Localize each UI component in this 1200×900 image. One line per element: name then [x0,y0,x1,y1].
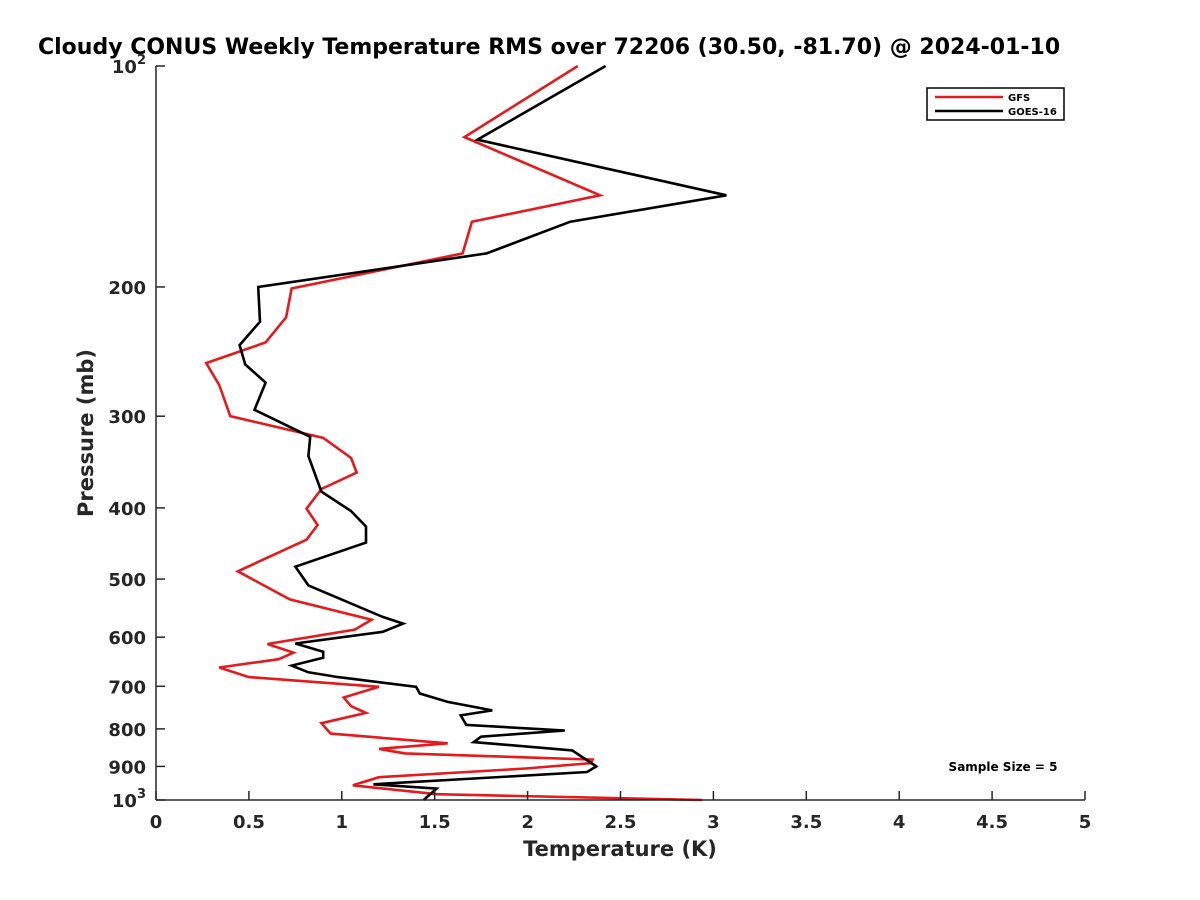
legend-box [926,87,1065,121]
series-line-gfs [204,64,703,802]
x-tick-label: 2 [521,812,534,833]
x-tick-label: 5 [1079,812,1092,833]
series-layer [204,64,727,802]
x-tick-label: 0 [150,812,163,833]
x-tick-label: 1.5 [419,812,451,833]
legend-label: GFS [1008,93,1030,104]
y-tick-label: 103 [112,787,146,812]
sample-size-annotation: Sample Size = 5 [949,760,1058,774]
y-tick-label: 900 [108,757,146,778]
y-tick-label: 700 [108,677,146,698]
y-tick-label: 800 [108,720,146,741]
x-axis-label: Temperature (K) [523,837,717,861]
axes-layer: 0 0.5 1 1.5 2 2.5 3 3.5 4 4.5 5 102 200 300 400 500 600 7… [108,53,1091,833]
series-line-goes-16 [238,64,727,801]
x-tick-label: 2.5 [605,812,637,833]
y-tick-label: 300 [108,407,146,428]
y-tick-label: 102 [112,53,146,78]
x-tick-label: 4.5 [976,812,1008,833]
legend: GFS GOES-16 [926,87,1065,121]
x-tick-label: 4 [893,812,906,833]
chart-title: Cloudy CONUS Weekly Temperature RMS over… [38,35,1060,60]
y-tick-label: 500 [108,570,146,591]
y-tick-label: 400 [108,499,146,520]
x-tick-label: 0.5 [233,812,265,833]
x-tick-label: 1 [336,812,349,833]
y-tick-label: 200 [108,278,146,299]
legend-label: GOES-16 [1008,107,1057,118]
x-tick-label: 3 [707,812,720,833]
y-tick-label: 600 [108,628,146,649]
x-tick-label: 3.5 [790,812,822,833]
y-axis-label: Pressure (mb) [74,349,98,517]
